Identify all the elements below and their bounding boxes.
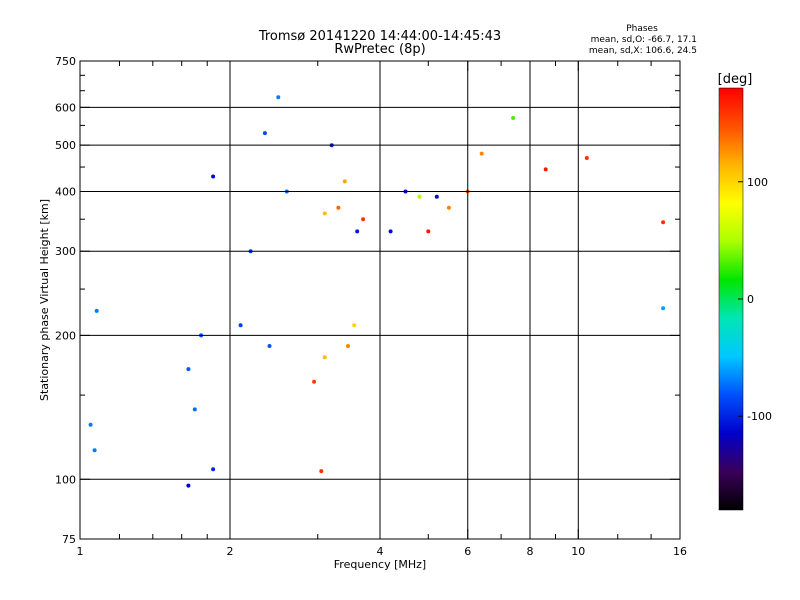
data-points (88, 95, 666, 488)
y-tick-label: 75 (62, 533, 76, 546)
x-tick-label: 1 (77, 545, 84, 558)
data-point (186, 367, 191, 372)
data-point (446, 205, 451, 210)
data-point (211, 467, 216, 472)
colorbar-ticks: 100 0 -100 (738, 176, 772, 423)
colorbar (718, 87, 744, 511)
x-tick-label: 8 (527, 545, 534, 558)
data-point (88, 422, 93, 427)
x-tick-label: 16 (673, 545, 687, 558)
data-point (262, 131, 267, 136)
colorbar-tick-label: 0 (747, 293, 754, 306)
grid-lines (80, 61, 680, 539)
data-point (211, 174, 216, 179)
data-point (352, 323, 357, 328)
axis-ticks: 1 2 4 6 8 10 16 75 100 200 300 400 500 600 750 (55, 55, 687, 558)
data-point (319, 469, 324, 474)
data-point (192, 407, 197, 412)
data-point (92, 448, 97, 453)
data-point (342, 179, 347, 184)
data-point (186, 483, 191, 488)
data-point (322, 211, 327, 216)
data-point (322, 355, 327, 360)
x-tick-label: 2 (227, 545, 234, 558)
data-point (276, 95, 281, 100)
data-point (479, 151, 484, 156)
data-point (361, 217, 366, 222)
plot-frame (79, 60, 681, 540)
phases-header: Phases (626, 24, 658, 34)
colorbar-tick-label: -100 (747, 410, 772, 423)
data-point (661, 306, 666, 311)
x-tick-label: 10 (571, 545, 585, 558)
data-point (417, 194, 422, 199)
data-point (94, 308, 99, 313)
data-point (336, 205, 341, 210)
colorbar-tick-label: 100 (747, 176, 768, 189)
data-point (238, 323, 243, 328)
y-tick-label: 400 (55, 185, 76, 198)
y-tick-label: 300 (55, 245, 76, 258)
y-tick-label: 200 (55, 329, 76, 342)
chart-subtitle: RwPretec (8p) (334, 42, 425, 57)
data-point (267, 344, 272, 348)
data-point (312, 379, 317, 384)
data-point (426, 229, 431, 234)
data-point (355, 229, 360, 234)
data-point (346, 344, 350, 348)
x-axis-label: Frequency [MHz] (334, 558, 426, 571)
data-point (661, 220, 666, 225)
colorbar-label: [deg] (718, 72, 753, 87)
y-axis-label: Stationary phase Virtual Height [km] (38, 199, 51, 401)
data-point (434, 194, 439, 199)
y-tick-label: 500 (55, 139, 76, 152)
data-point (511, 116, 516, 120)
y-tick-label: 750 (55, 55, 76, 68)
chart-title: Tromsø 20141220 14:44:00-14:45:43 (258, 29, 501, 44)
x-tick-label: 4 (377, 545, 384, 558)
phase-stats-o: mean, sd,O: -66.7, 17.1 (591, 35, 697, 45)
data-point (543, 167, 548, 172)
data-point (584, 156, 589, 160)
x-tick-label: 6 (464, 545, 471, 558)
data-point (388, 229, 393, 234)
phase-stats-x: mean, sd,X: 106.6, 24.5 (589, 46, 697, 56)
y-tick-label: 100 (55, 473, 76, 486)
y-tick-label: 600 (55, 101, 76, 114)
